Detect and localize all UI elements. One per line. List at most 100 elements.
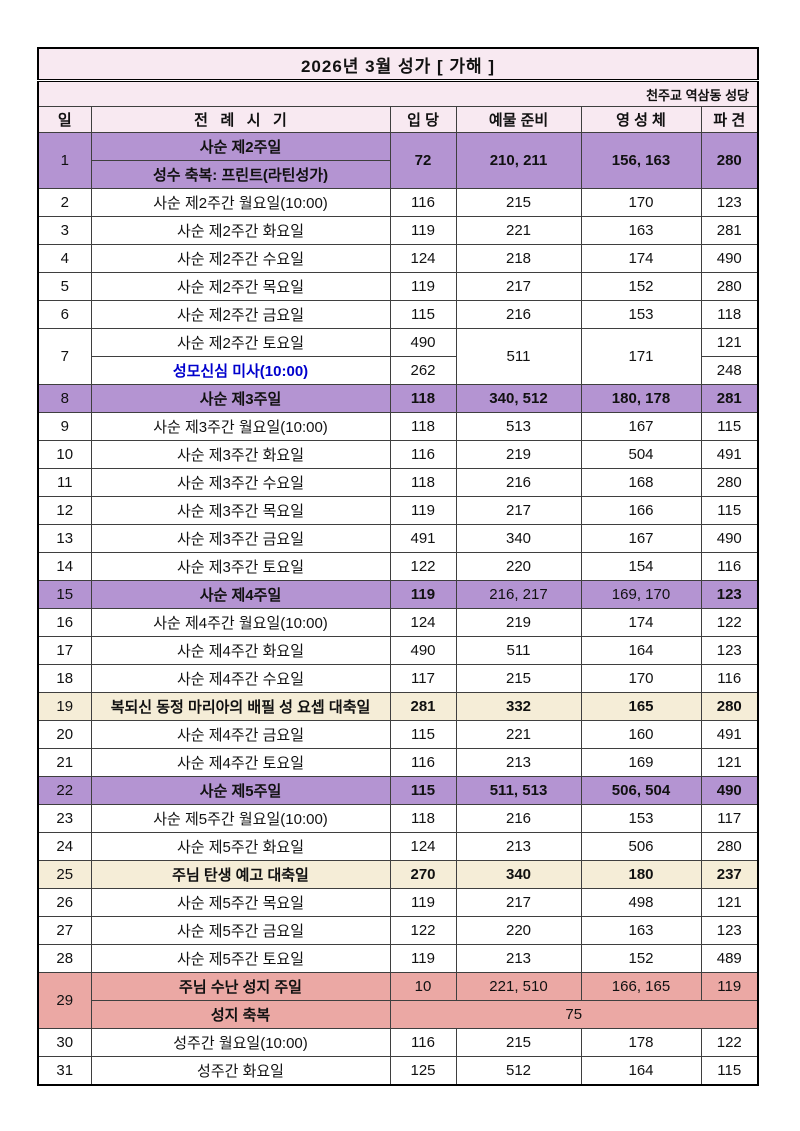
communion-value: 178 (580, 1028, 702, 1057)
entrance-value: 122 (389, 552, 457, 581)
day-cell: 23 (37, 804, 92, 833)
day-cell: 1 (37, 132, 92, 189)
entrance-value: 119 (389, 580, 457, 609)
entrance-value: 124 (389, 244, 457, 273)
offertory-value: 213 (455, 944, 582, 973)
col-header-entrance: 입 당 (389, 106, 457, 133)
offertory-value: 217 (455, 272, 582, 301)
entrance-value: 262 (389, 356, 457, 385)
day-cell: 8 (37, 384, 92, 413)
communion-value: 153 (580, 804, 702, 833)
dismissal-value: 121 (700, 888, 759, 917)
table-row: 성모신심 미사(10:00) 262 248 (38, 356, 759, 385)
communion-value: 171 (580, 328, 702, 385)
season-cell: 사순 제5주간 금요일 (90, 916, 391, 945)
title-row: 2026년 3월 성가 [ 가해 ] (37, 47, 759, 82)
dismissal-value: 123 (700, 636, 759, 665)
entrance-value: 115 (389, 720, 457, 749)
communion-value: 167 (580, 524, 702, 553)
table-row: 성수 축복: 프린트(라틴성가) (38, 160, 758, 189)
entrance-value: 119 (389, 496, 457, 525)
dismissal-value: 116 (700, 664, 759, 693)
day-cell: 10 (37, 440, 92, 469)
season-cell: 사순 제4주간 화요일 (90, 636, 391, 665)
entrance-value: 270 (389, 860, 457, 889)
entrance-value: 72 (389, 132, 457, 189)
offertory-value: 216 (455, 300, 582, 329)
entrance-value: 124 (389, 832, 457, 861)
season-cell: 사순 제2주간 금요일 (90, 300, 391, 329)
dismissal-value: 121 (700, 328, 759, 357)
offertory-value: 216, 217 (455, 580, 582, 609)
entrance-value: 281 (389, 692, 457, 721)
communion-value: 153 (580, 300, 702, 329)
season-cell: 사순 제4주간 월요일(10:00) (90, 608, 391, 637)
season-cell: 사순 제4주간 수요일 (90, 664, 391, 693)
dismissal-value: 490 (700, 524, 759, 553)
communion-value: 163 (580, 916, 702, 945)
table-row: 30 성주간 월요일(10:00) 116 215 178 122 (37, 1028, 759, 1057)
day-cell: 2 (37, 188, 92, 217)
table-row: 3 사순 제2주간 화요일 119 221 163 281 (37, 216, 759, 245)
day-cell: 22 (37, 776, 92, 805)
day-cell: 21 (37, 748, 92, 777)
day-cell: 27 (37, 916, 92, 945)
season-cell: 복되신 동정 마리아의 배필 성 요셉 대축일 (90, 692, 391, 721)
offertory-value: 332 (455, 692, 582, 721)
entrance-value: 116 (389, 1028, 457, 1057)
season-cell: 사순 제5주간 월요일(10:00) (90, 804, 391, 833)
col-header-offertory: 예물 준비 (455, 106, 582, 133)
table-row: 24 사순 제5주간 화요일 124 213 506 280 (37, 832, 759, 861)
communion-value: 160 (580, 720, 702, 749)
offertory-value: 340 (455, 860, 582, 889)
table-row: 18 사순 제4주간 수요일 117 215 170 116 (37, 664, 759, 693)
page-title: 2026년 3월 성가 [ 가해 ] (37, 47, 759, 82)
table-row: 11 사순 제3주간 수요일 118 216 168 280 (37, 468, 759, 497)
season-cell: 사순 제5주간 화요일 (90, 832, 391, 861)
season-cell: 성주간 화요일 (90, 1056, 391, 1086)
entrance-value: 119 (389, 944, 457, 973)
offertory-value: 215 (455, 1028, 582, 1057)
day-cell: 5 (37, 272, 92, 301)
col-header-dismissal: 파 견 (700, 106, 759, 133)
season-cell: 성모신심 미사(10:00) (90, 356, 391, 385)
table-row: 22 사순 제5주일 115 511, 513 506, 504 490 (37, 776, 759, 805)
communion-value: 174 (580, 608, 702, 637)
offertory-value: 221 (455, 216, 582, 245)
season-cell: 성주간 월요일(10:00) (90, 1028, 391, 1057)
table-row: 10 사순 제3주간 화요일 116 219 504 491 (37, 440, 759, 469)
entrance-value: 116 (389, 188, 457, 217)
entrance-value: 116 (389, 440, 457, 469)
season-cell: 사순 제3주일 (90, 384, 391, 413)
dismissal-value: 491 (700, 720, 759, 749)
communion-value: 170 (580, 188, 702, 217)
season-cell: 사순 제2주간 수요일 (90, 244, 391, 273)
offertory-value: 511 (455, 328, 582, 385)
communion-value: 163 (580, 216, 702, 245)
communion-value: 154 (580, 552, 702, 581)
offertory-value: 215 (455, 188, 582, 217)
entrance-value: 115 (389, 300, 457, 329)
col-header-season: 전 례 시 기 (90, 106, 391, 133)
hymn-table: 2026년 3월 성가 [ 가해 ] 천주교 역삼동 성당 일 전 례 시 기 … (37, 47, 759, 1086)
table-row: 8 사순 제3주일 118 340, 512 180, 178 281 (37, 384, 759, 413)
table-row: 2 사순 제2주간 월요일(10:00) 116 215 170 123 (37, 188, 759, 217)
table-row: 17 사순 제4주간 화요일 490 511 164 123 (37, 636, 759, 665)
season-cell: 사순 제2주간 월요일(10:00) (90, 188, 391, 217)
day-cell: 3 (37, 216, 92, 245)
church-name: 천주교 역삼동 성당 (37, 80, 759, 107)
table-row: 9 사순 제3주간 월요일(10:00) 118 513 167 115 (37, 412, 759, 441)
entrance-value: 125 (389, 1056, 457, 1086)
entrance-value: 115 (389, 776, 457, 805)
table-row: 19 복되신 동정 마리아의 배필 성 요셉 대축일 281 332 165 280 (37, 692, 759, 721)
season-cell: 사순 제2주간 토요일 (90, 328, 391, 357)
season-cell: 사순 제5주일 (90, 776, 391, 805)
offertory-value: 512 (455, 1056, 582, 1086)
day-cell: 31 (37, 1056, 92, 1086)
communion-value: 165 (580, 692, 702, 721)
day-cell: 6 (37, 300, 92, 329)
communion-value: 152 (580, 944, 702, 973)
day-cell: 26 (37, 888, 92, 917)
season-cell: 사순 제2주간 목요일 (90, 272, 391, 301)
offertory-value: 219 (455, 608, 582, 637)
